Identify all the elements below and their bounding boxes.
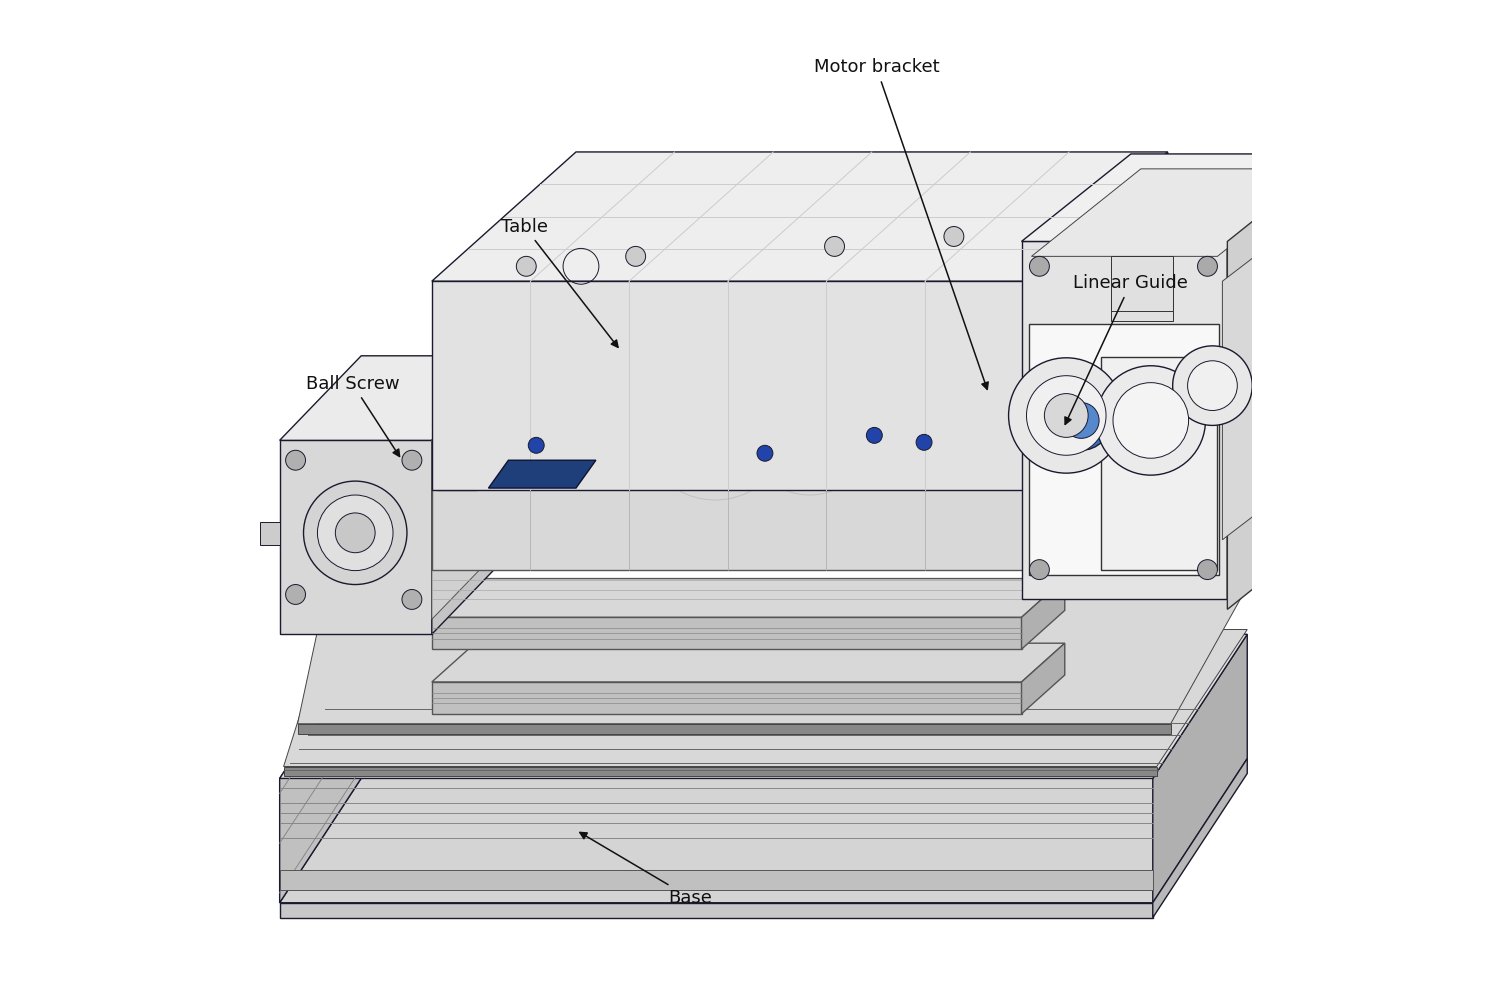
Circle shape xyxy=(1030,256,1049,276)
Polygon shape xyxy=(432,281,1024,490)
Circle shape xyxy=(1045,394,1089,437)
Circle shape xyxy=(1096,366,1205,475)
Text: Motor bracket: Motor bracket xyxy=(814,58,988,389)
Polygon shape xyxy=(432,579,1065,617)
Circle shape xyxy=(917,434,932,450)
Circle shape xyxy=(285,585,305,604)
Circle shape xyxy=(285,450,305,470)
Polygon shape xyxy=(432,488,1024,570)
Polygon shape xyxy=(1021,154,1336,241)
Polygon shape xyxy=(1101,357,1217,570)
Polygon shape xyxy=(489,460,596,488)
Text: Linear Guide: Linear Guide xyxy=(1065,274,1188,424)
Polygon shape xyxy=(1021,643,1065,714)
Circle shape xyxy=(1113,383,1188,458)
Text: Table: Table xyxy=(501,218,618,347)
Circle shape xyxy=(1197,560,1217,580)
Polygon shape xyxy=(1024,410,1110,570)
Circle shape xyxy=(1051,391,1111,450)
Polygon shape xyxy=(432,643,1065,682)
Circle shape xyxy=(1173,346,1252,425)
Polygon shape xyxy=(279,440,432,634)
Circle shape xyxy=(1009,358,1123,473)
Circle shape xyxy=(824,236,844,256)
Polygon shape xyxy=(1223,194,1336,540)
Polygon shape xyxy=(279,356,513,440)
Polygon shape xyxy=(1228,154,1336,609)
Polygon shape xyxy=(284,630,1247,767)
Polygon shape xyxy=(279,759,1247,903)
Polygon shape xyxy=(436,488,477,490)
Circle shape xyxy=(528,437,544,453)
Polygon shape xyxy=(297,724,1170,734)
Polygon shape xyxy=(1031,169,1327,256)
Circle shape xyxy=(1063,403,1099,438)
Polygon shape xyxy=(279,870,1152,890)
Polygon shape xyxy=(279,903,1152,918)
Polygon shape xyxy=(432,682,1021,714)
Circle shape xyxy=(757,445,773,461)
Circle shape xyxy=(516,256,536,276)
Bar xyxy=(1111,263,1173,321)
Polygon shape xyxy=(260,522,279,545)
Circle shape xyxy=(1027,376,1105,455)
Circle shape xyxy=(335,513,374,553)
Text: Base: Base xyxy=(580,832,713,907)
Polygon shape xyxy=(297,587,1247,724)
Polygon shape xyxy=(432,152,1167,281)
Polygon shape xyxy=(432,617,1021,649)
Polygon shape xyxy=(1021,241,1228,599)
Circle shape xyxy=(944,227,963,246)
Polygon shape xyxy=(1021,579,1065,649)
Circle shape xyxy=(1197,256,1217,276)
Circle shape xyxy=(625,246,646,266)
Text: Ball Screw: Ball Screw xyxy=(305,375,400,456)
Polygon shape xyxy=(1228,154,1336,599)
Polygon shape xyxy=(432,356,513,619)
Polygon shape xyxy=(284,767,1157,776)
Bar xyxy=(1111,256,1173,311)
Polygon shape xyxy=(432,356,513,634)
Polygon shape xyxy=(1024,152,1167,490)
Polygon shape xyxy=(279,634,1247,778)
Polygon shape xyxy=(1152,759,1247,918)
Circle shape xyxy=(1030,560,1049,580)
Circle shape xyxy=(304,481,406,585)
Circle shape xyxy=(402,450,421,470)
Polygon shape xyxy=(432,361,1096,426)
Circle shape xyxy=(1187,361,1237,410)
Polygon shape xyxy=(279,634,374,903)
Polygon shape xyxy=(432,426,1024,451)
Polygon shape xyxy=(1030,324,1220,575)
Circle shape xyxy=(402,589,421,609)
Circle shape xyxy=(867,427,882,443)
Polygon shape xyxy=(1152,634,1247,903)
Circle shape xyxy=(317,495,393,571)
